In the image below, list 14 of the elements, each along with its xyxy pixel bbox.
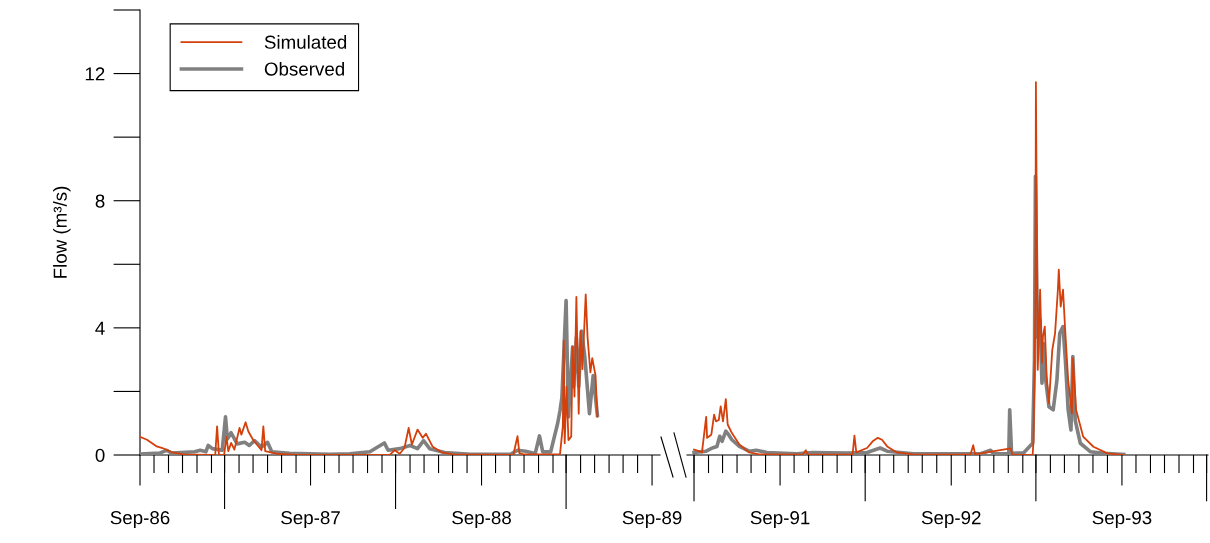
x-tick-label: Sep-93 <box>1092 511 1152 529</box>
x-tick-label: Sep-92 <box>921 511 981 529</box>
x-tick-label: Sep-91 <box>750 511 810 529</box>
x-tick-label: Sep-86 <box>110 511 170 529</box>
x-tick-label: Sep-87 <box>281 511 340 529</box>
x-tick-label: Sep-89 <box>622 511 682 529</box>
y-tick-label: 4 <box>95 321 105 335</box>
y-tick-label: 0 <box>95 448 105 462</box>
legend-label: Observed <box>264 61 345 76</box>
legend-label: Simulated <box>264 35 347 49</box>
x-tick-label: Sep-88 <box>452 511 511 529</box>
y-tick-label: 8 <box>95 194 105 208</box>
y-tick-label: 12 <box>85 67 105 81</box>
y-axis-title: Flow (m³/s) <box>53 186 71 278</box>
